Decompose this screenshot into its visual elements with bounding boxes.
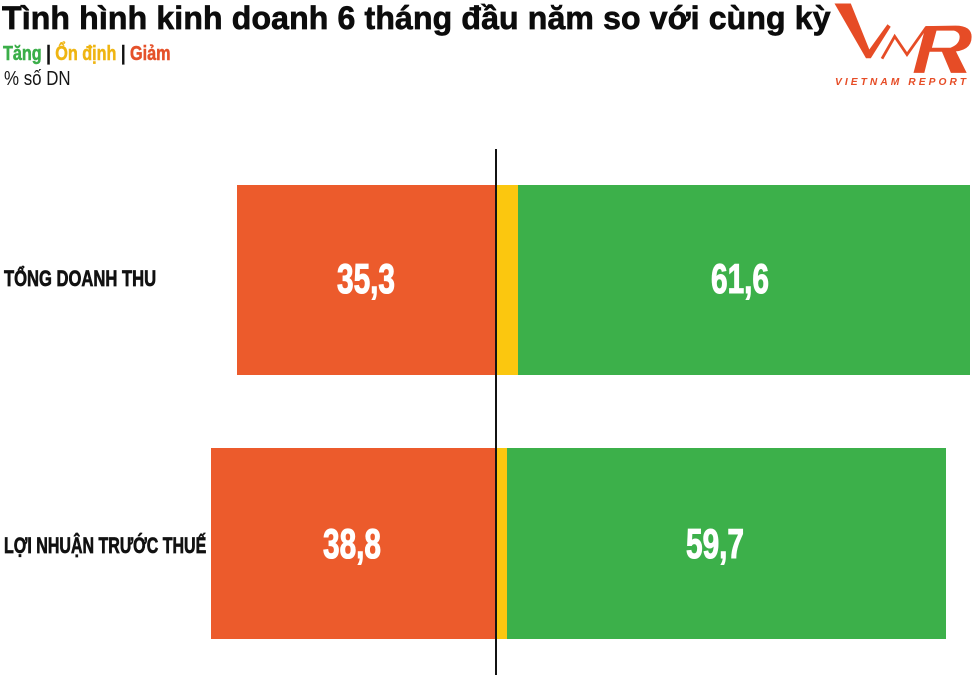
svg-text:VIETNAM REPORT: VIETNAM REPORT <box>835 77 969 88</box>
